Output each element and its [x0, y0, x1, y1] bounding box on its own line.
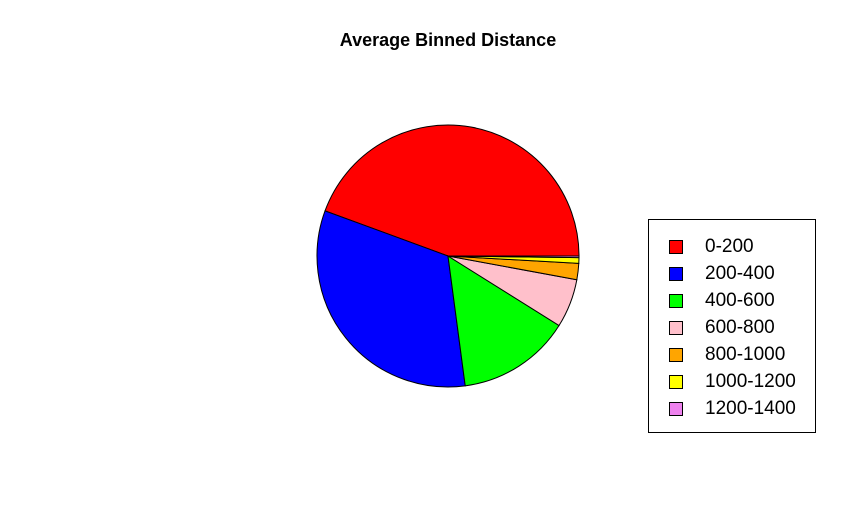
legend-swatch [669, 267, 683, 281]
legend-item: 1200-1400 [649, 396, 815, 422]
legend-label: 600-800 [705, 317, 775, 338]
chart-title: Average Binned Distance [339, 30, 557, 50]
legend-swatch [669, 321, 683, 335]
legend-swatch [669, 402, 683, 416]
legend-item: 400-600 [649, 288, 815, 314]
legend-swatch [669, 348, 683, 362]
pie-slice-0-200 [324, 124, 580, 257]
legend-label: 1200-1400 [705, 398, 796, 419]
legend-item: 600-800 [649, 315, 815, 341]
legend-item: 200-400 [649, 261, 815, 287]
legend-item: 1000-1200 [649, 369, 815, 395]
pie-slice-200-400 [316, 210, 466, 388]
legend-swatch [669, 375, 683, 389]
legend-label: 1000-1200 [705, 371, 796, 392]
legend-swatch [669, 294, 683, 308]
legend-label: 200-400 [705, 263, 775, 284]
legend-label: 800-1000 [705, 344, 786, 365]
pie-slice-1200-1400 [447, 255, 580, 259]
pie-slice-400-600 [447, 255, 560, 387]
legend-item: 800-1000 [649, 342, 815, 368]
legend-label: 400-600 [705, 290, 775, 311]
legend-item: 0-200 [649, 234, 815, 260]
legend: 0-200 200-400 400-600 600-800 800-1000 1000-1… [648, 219, 816, 433]
legend-swatch [669, 240, 683, 254]
legend-label: 0-200 [705, 236, 754, 257]
